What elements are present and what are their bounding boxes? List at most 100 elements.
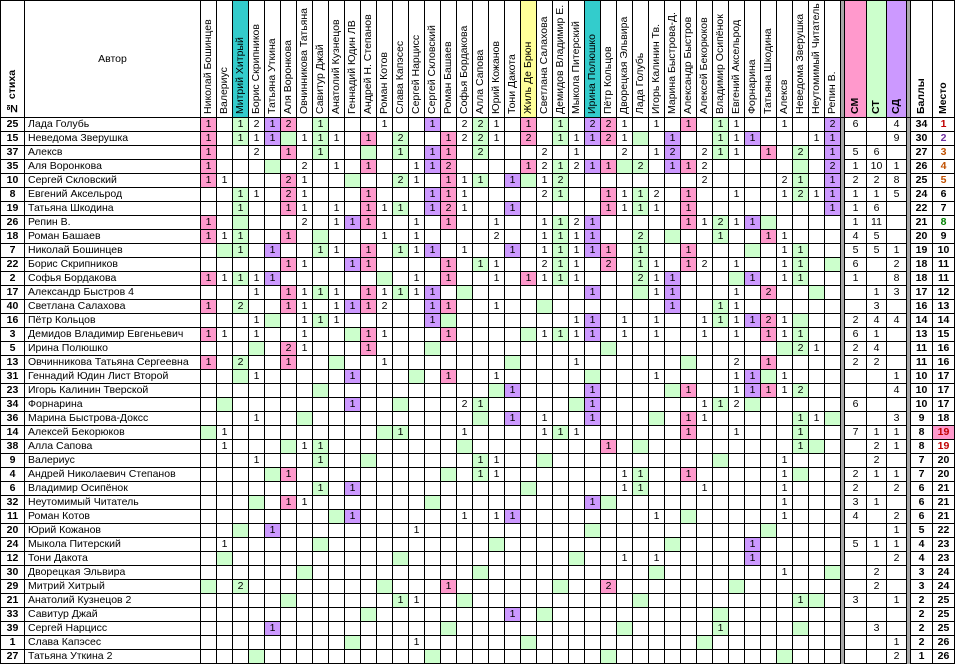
score-cell [568,607,585,622]
score-cell [456,481,473,496]
balls-total: 10 [910,369,933,384]
score-cell [744,285,761,300]
score-cell [360,313,377,328]
score-cell [456,621,473,636]
score-cell [376,173,393,188]
score-cell [376,607,393,622]
score-cell [392,495,409,510]
score-cell [552,411,569,426]
score-cell [360,355,377,370]
score-cell: 1 [296,313,313,328]
score-cell [248,173,265,188]
score-cell [632,495,649,510]
score-cell [488,327,505,342]
score-cell [824,607,841,622]
score-cell [776,145,793,160]
table-row: 38 Алла Сапова 1 1 1 1 1 2 1 8 19 [0,439,955,454]
score-cell [600,383,617,398]
score-cell [280,411,297,426]
score-cell [776,621,793,636]
sm-count [844,621,867,636]
score-cell: 1 [488,369,505,384]
score-cell [552,551,569,566]
score-cell [520,411,537,426]
score-cell: 1 [664,159,681,174]
score-cell: 1 [616,187,633,202]
score-cell [424,271,441,286]
score-cell [712,635,729,650]
score-cell [744,201,761,216]
table-row: 36 Марина Быстрова-Доксс 1 1 1 1 1 1 1 1 3 9 18 [0,411,955,426]
score-cell [568,579,585,594]
score-cell [200,523,217,538]
header-judge-label: Борис Скрипников [251,24,262,114]
score-cell [232,369,249,384]
header-judge-label: Марина Быстрова-Д. [667,12,678,114]
score-cell [216,467,233,482]
score-cell [600,355,617,370]
header-sm-label: СМ [850,97,861,114]
score-cell [360,537,377,552]
score-cell: 2 [440,201,457,216]
sd-count [886,621,907,636]
score-cell [264,607,281,622]
score-cell [536,299,553,314]
score-cell [472,509,489,524]
poem-number: 14 [0,425,25,440]
score-cell [520,145,537,160]
score-cell [616,425,633,440]
balls-total: 7 [910,467,933,482]
score-cell [648,453,665,468]
score-cell [616,243,633,258]
score-cell [392,439,409,454]
st-count: 6 [866,201,887,216]
score-cell [808,607,825,622]
score-cell: 1 [680,187,697,202]
score-cell [680,481,697,496]
header-judge-label: Сергей Скловский [427,25,438,114]
score-cell [264,565,281,580]
score-cell [344,285,361,300]
header-author: Автор [24,0,201,118]
score-cell [648,467,665,482]
score-cell [296,607,313,622]
score-cell [360,145,377,160]
score-cell [632,439,649,454]
score-cell: 1 [248,271,265,286]
table-row: 19 Татьяна Шкодина 1 1 1 1 1 1 1 1 2 1 1 1 1 1 1 1 1 1 6 22 7 [0,201,955,216]
score-cell [760,509,777,524]
score-cell [632,369,649,384]
score-cell [376,243,393,258]
score-cell [616,411,633,426]
score-cell [424,383,441,398]
score-cell [456,411,473,426]
score-cell [696,285,713,300]
score-cell [440,607,457,622]
score-cell [520,327,537,342]
balls-total: 16 [910,299,933,314]
header-judge: Роман Котов [376,0,393,118]
score-cell [424,411,441,426]
score-cell [728,201,745,216]
balls-total: 3 [910,579,933,594]
score-cell: 1 [360,243,377,258]
header-judge-label: Дворецкая Эльвира [619,16,630,114]
score-cell [296,355,313,370]
score-cell [312,593,329,608]
score-cell: 1 [584,243,601,258]
score-cell: 1 [296,201,313,216]
score-cell [744,327,761,342]
score-cell [760,551,777,566]
score-cell [488,411,505,426]
sm-count [844,551,867,566]
score-cell [232,159,249,174]
sm-count: 2 [844,173,867,188]
score-cell: 1 [264,117,281,132]
score-cell [760,187,777,202]
score-cell: 2 [280,173,297,188]
score-cell [200,425,217,440]
score-cell [584,481,601,496]
header-judge-label: Пётр Кольцов [603,46,614,114]
score-cell: 1 [440,131,457,146]
score-cell: 2 [792,187,809,202]
